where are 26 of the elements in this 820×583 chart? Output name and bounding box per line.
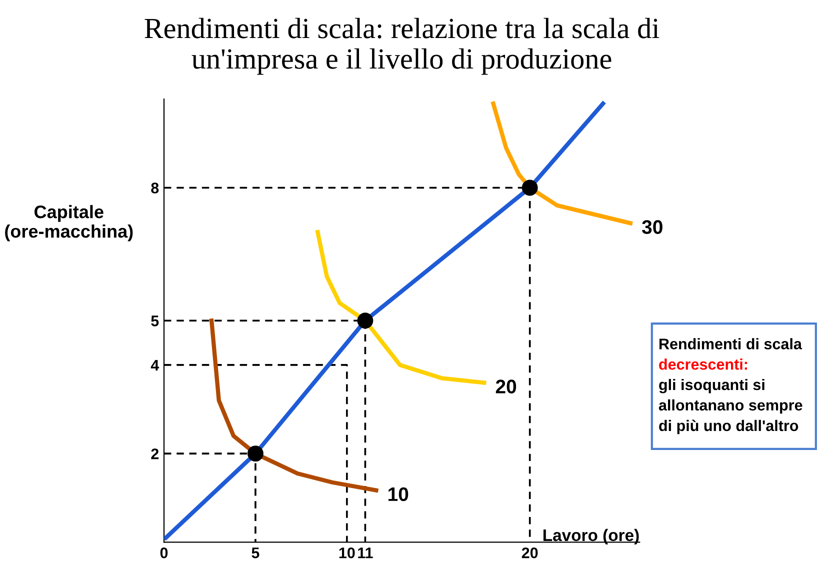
point (522, 180, 538, 196)
point (357, 312, 374, 329)
series-label: 10 (388, 487, 408, 502)
chart-title: Rendimenti di scala: relazione tra la scala di un'impresa e il livello di produzione (144, 18, 660, 75)
text: di più uno dall'altro (659, 420, 798, 434)
text: gli isoquanti si (659, 378, 764, 394)
x-tick-label: 5 (252, 548, 260, 558)
x-tick-label: 11 (358, 548, 373, 558)
x-tick-label: 20 (522, 547, 538, 558)
x-tick-label: 0 (160, 547, 168, 558)
y-tick-label: 8 (151, 182, 159, 194)
y-axis-title: Capitale (ore-macchina) (5, 205, 133, 242)
x-tick-label: 10 (339, 547, 355, 558)
y-tick-label: 2 (151, 448, 159, 460)
line-series (209, 318, 378, 492)
text: Rendimenti di scala (659, 338, 802, 350)
text: allontanano sempre (658, 399, 802, 414)
point (247, 446, 264, 462)
series-label: 20 (496, 380, 516, 394)
y-tick-label: 5 (151, 316, 159, 326)
series-label: 30 (642, 220, 662, 234)
line-series (316, 230, 486, 385)
text: decrescenti: (659, 358, 747, 370)
x-axis-title: Lavoro (ore) (543, 528, 639, 544)
y-tick-label: 4 (150, 360, 160, 370)
line-series (491, 101, 633, 226)
